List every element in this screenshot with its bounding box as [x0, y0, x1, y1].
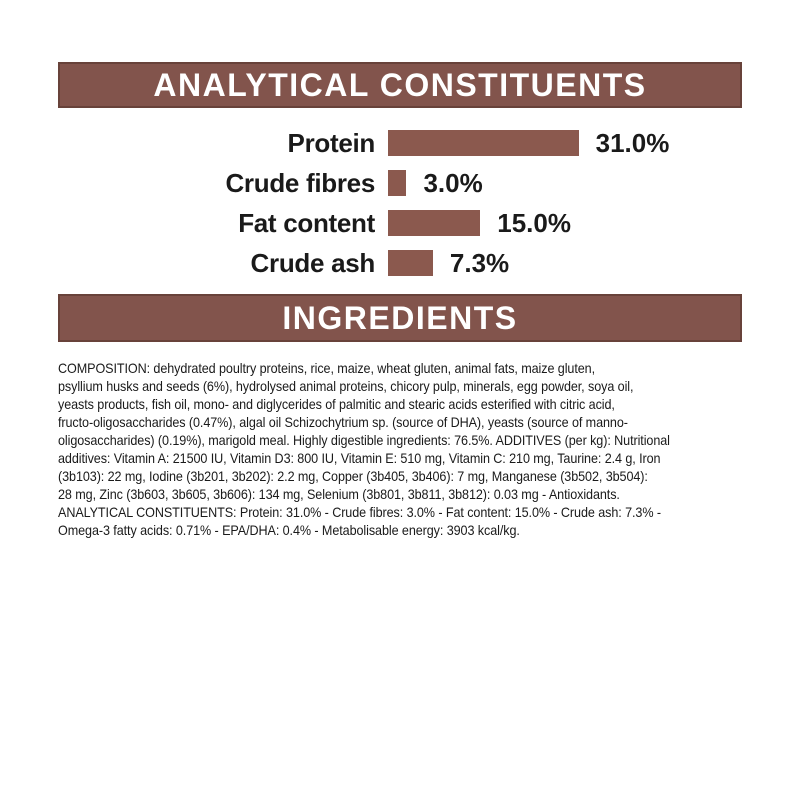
analytical-constituents-chart: Protein 31.0% Crude fibres 3.0% Fat cont… [58, 127, 742, 278]
composition-text: COMPOSITION: dehydrated poultry proteins… [58, 360, 670, 538]
chart-value-crude-fibres: 3.0% [423, 167, 483, 198]
chart-row-crude-fibres: Crude fibres 3.0% [58, 167, 742, 198]
chart-value-fat-content: 15.0% [497, 207, 571, 238]
chart-row-protein: Protein 31.0% [58, 127, 742, 158]
label-content: ANALYTICAL CONSTITUENTS Protein 31.0% Cr… [58, 0, 742, 539]
chart-bar-crude-ash [388, 250, 433, 276]
chart-label-fat-content: Fat content [238, 207, 375, 238]
chart-value-crude-ash: 7.3% [449, 247, 510, 278]
ingredients-header: INGREDIENTS [58, 294, 742, 342]
chart-row-fat-content: Fat content 15.0% [58, 207, 742, 238]
chart-label-crude-fibres: Crude fibres [225, 167, 375, 198]
chart-bar-fat-content [388, 210, 481, 236]
chart-row-crude-ash: Crude ash 7.3% [58, 247, 742, 278]
chart-value-protein: 31.0% [595, 127, 670, 158]
chart-bar-crude-fibres [388, 170, 407, 196]
ingredients-title: INGREDIENTS [282, 300, 518, 336]
chart-label-protein: Protein [287, 127, 376, 158]
chart-label-crude-ash: Crude ash [250, 247, 376, 278]
analytical-constituents-title: ANALYTICAL CONSTITUENTS [153, 67, 647, 103]
chart-bar-protein [388, 130, 579, 156]
analytical-constituents-header: ANALYTICAL CONSTITUENTS [58, 62, 742, 108]
